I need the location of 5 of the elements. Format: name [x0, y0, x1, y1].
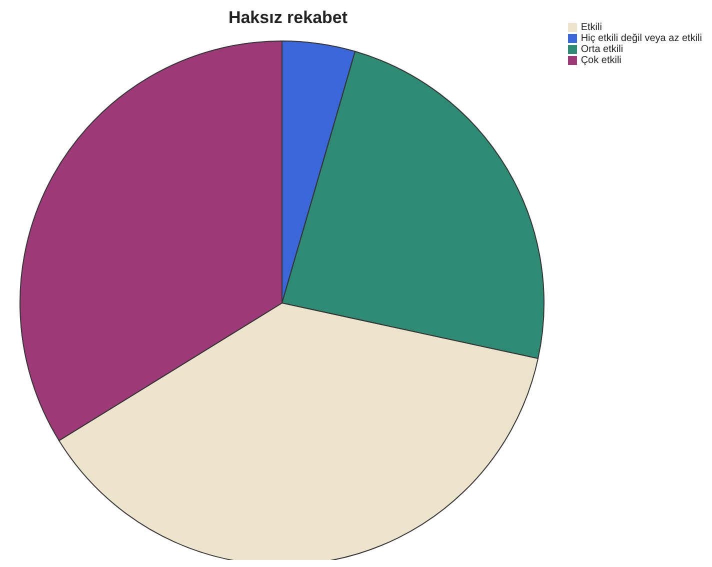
- legend-label: Etkili: [580, 22, 602, 33]
- legend-label: Orta etkili: [580, 44, 624, 55]
- chart-title: Haksız rekabet: [227, 8, 349, 28]
- legend-label: Çok etkili: [580, 55, 622, 66]
- legend-label: Hiç etkili değil veya az etkili: [580, 33, 702, 44]
